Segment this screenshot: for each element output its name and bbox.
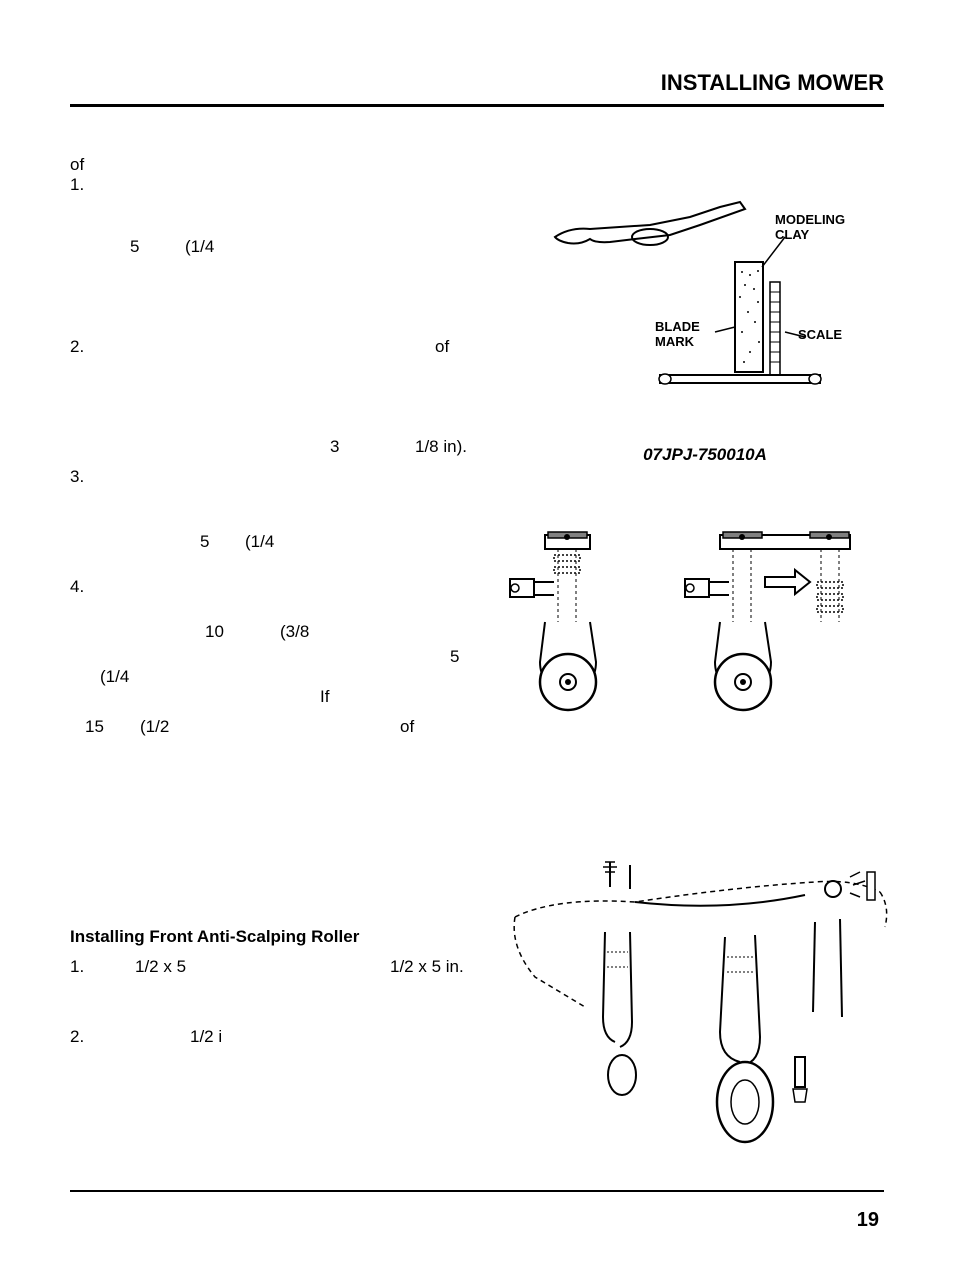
text-fragment: 1/2 x 5	[135, 957, 186, 977]
text-fragment: (1/4	[245, 532, 274, 552]
figure-caster-spacers	[490, 527, 890, 752]
diagram-illustration	[540, 197, 870, 417]
caster-illustration	[490, 527, 890, 747]
text-fragment: 5	[450, 647, 459, 667]
text-fragment: of	[435, 337, 449, 357]
text-fragment: (1/4	[100, 667, 129, 687]
text-fragment: 1/2 i	[190, 1027, 222, 1047]
list-number: 1.	[70, 957, 84, 977]
page: INSTALLING MOWER of 1. 5 (1/4 2. of 3 1/…	[0, 0, 954, 1262]
text-fragment: (1/2	[140, 717, 169, 737]
figure-front-roller	[495, 857, 895, 1172]
footer-rule	[70, 1190, 884, 1192]
text-fragment: 1/2 x 5 in.	[390, 957, 464, 977]
label-modeling: MODELING	[775, 212, 845, 227]
figure-caption: 07JPJ-750010A	[540, 445, 870, 465]
text-fragment: 1/8 in).	[415, 437, 467, 457]
text-fragment: If	[320, 687, 329, 707]
page-title: INSTALLING MOWER	[70, 70, 884, 107]
roller-illustration	[495, 857, 895, 1167]
section-heading: Installing Front Anti-Scalping Roller	[70, 927, 359, 947]
text-fragment: (1/4	[185, 237, 214, 257]
text-fragment: of	[70, 155, 84, 175]
list-number: 4.	[70, 577, 84, 597]
text-fragment: 3	[330, 437, 339, 457]
list-number: 3.	[70, 467, 84, 487]
text-fragment: 5	[130, 237, 139, 257]
list-number: 2.	[70, 1027, 84, 1047]
text-fragment: 15	[85, 717, 104, 737]
page-number: 19	[857, 1209, 879, 1232]
text-fragment: 5	[200, 532, 209, 552]
label-clay: CLAY	[775, 227, 809, 242]
label-blade: BLADE	[655, 319, 700, 334]
figure-modeling-clay: MODELING CLAY BLADE MARK SCALE 07JPJ-750…	[540, 197, 870, 422]
label-scale: SCALE	[798, 327, 842, 342]
list-number: 2.	[70, 337, 84, 357]
text-fragment: of	[400, 717, 414, 737]
text-fragment: 10	[205, 622, 224, 642]
text-fragment: (3/8	[280, 622, 309, 642]
label-mark: MARK	[655, 334, 694, 349]
list-number: 1.	[70, 175, 84, 195]
